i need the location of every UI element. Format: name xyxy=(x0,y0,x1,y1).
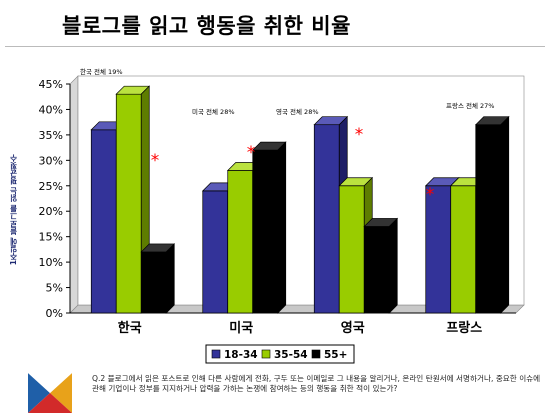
overall-rate-marker: * xyxy=(151,151,160,171)
legend-label: 35-54 xyxy=(274,349,308,361)
overall-rate-label: 한국 전체 19% xyxy=(80,67,123,76)
overall-rate-label: 미국 전체 28% xyxy=(192,107,235,116)
chart-side-wall xyxy=(69,75,79,314)
survey-question-note: Q.2 블로그에서 읽은 포스트로 인해 다른 사람에게 전화, 구두 또는 이… xyxy=(92,374,541,393)
title-divider xyxy=(5,46,545,47)
bar-side xyxy=(388,217,398,314)
bar xyxy=(227,170,254,314)
y-tick-label: 30% xyxy=(39,154,63,167)
bar-side xyxy=(165,243,175,314)
bar xyxy=(425,185,452,314)
legend-label: 55+ xyxy=(324,349,347,361)
y-tick-label: 45% xyxy=(39,78,63,91)
y-tick-label: 15% xyxy=(39,231,63,244)
y-tick-label: 0% xyxy=(46,307,63,320)
y-tick-label: 40% xyxy=(39,103,63,116)
y-tick-label: 25% xyxy=(39,180,63,193)
bar xyxy=(90,129,117,314)
bar xyxy=(475,124,502,314)
overall-rate-marker: * xyxy=(355,125,364,145)
x-category-label: 영국 xyxy=(341,321,365,336)
y-tick-label: 10% xyxy=(39,256,63,269)
overall-rate-marker: * xyxy=(426,185,435,205)
bar xyxy=(202,190,229,314)
legend-swatch xyxy=(311,349,321,359)
bar xyxy=(140,251,167,314)
bar-side xyxy=(277,141,287,314)
y-tick-label: 5% xyxy=(46,282,63,295)
x-category-label: 한국 xyxy=(118,320,142,336)
x-category-label: 프랑스 xyxy=(446,321,482,336)
overall-rate-label: 영국 전체 28% xyxy=(276,107,319,116)
legend-swatch xyxy=(211,349,221,359)
bar xyxy=(313,124,340,314)
bar-side xyxy=(500,115,510,314)
overall-rate-label: 프랑스 전체 27% xyxy=(446,101,494,110)
bar xyxy=(115,93,142,314)
page-title: 블로그를 읽고 행동을 취한 비율 xyxy=(62,14,351,38)
y-tick-label: 20% xyxy=(39,205,63,218)
legend-label: 18-34 xyxy=(224,349,258,361)
x-category-label: 미국 xyxy=(229,320,253,336)
legend-swatch xyxy=(261,349,271,359)
company-logo xyxy=(28,373,72,413)
legend-box xyxy=(205,344,355,364)
overall-rate-marker: * xyxy=(247,143,256,163)
bar-chart: 0% 5% 10% 15% 20% 25% 30% 35% 40% 45% 한국 미국 영국 프랑스 한국 … xyxy=(39,67,525,364)
bar xyxy=(252,149,279,314)
bar xyxy=(338,185,365,314)
bar xyxy=(363,226,390,314)
bar xyxy=(450,185,477,314)
y-tick-label: 35% xyxy=(39,129,63,142)
